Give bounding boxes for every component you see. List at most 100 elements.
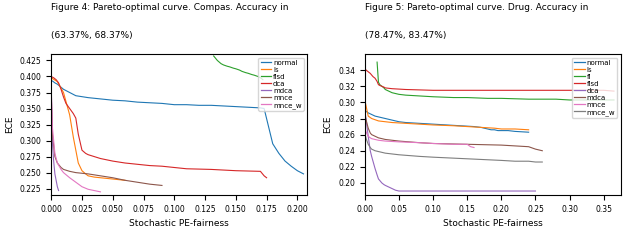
dca — [497, 190, 505, 192]
dca — [392, 189, 399, 192]
mnce_w — [54, 162, 61, 164]
mnce — [66, 170, 74, 173]
mnce_w — [57, 168, 65, 171]
dca — [463, 190, 471, 192]
mnce — [57, 166, 65, 169]
normal — [164, 103, 172, 106]
mnce_w — [84, 188, 92, 191]
dca — [362, 119, 370, 121]
dca — [381, 184, 389, 187]
flsd — [364, 70, 372, 73]
dca — [74, 133, 82, 136]
Line: mdca: mdca — [51, 86, 59, 191]
Text: Figure 4: Pareto-optimal curve. Compas. Accuracy in: Figure 4: Pareto-optimal curve. Compas. … — [51, 3, 289, 12]
mdca — [364, 127, 372, 129]
mnce — [51, 155, 59, 158]
Y-axis label: ECE: ECE — [5, 116, 14, 133]
Line: normal: normal — [365, 110, 529, 132]
dca — [72, 117, 79, 120]
ls — [429, 124, 437, 126]
fl — [497, 97, 505, 100]
fl — [450, 96, 458, 99]
dca — [60, 96, 67, 98]
normal — [470, 125, 478, 128]
fl — [610, 98, 618, 101]
mnce — [395, 141, 403, 143]
mnce_w — [497, 159, 505, 162]
mdca — [50, 160, 58, 162]
normal — [504, 129, 512, 132]
normal — [183, 103, 191, 106]
fl — [374, 81, 382, 84]
fl — [381, 88, 389, 91]
dca — [415, 190, 423, 192]
dca — [121, 162, 129, 164]
dca — [395, 190, 403, 192]
fl — [380, 86, 388, 89]
normal — [170, 103, 178, 106]
mnce_w — [361, 132, 369, 134]
ls — [97, 176, 104, 179]
dca — [158, 165, 166, 168]
mnce_w — [368, 148, 376, 151]
dca — [373, 173, 381, 176]
dca — [50, 76, 58, 79]
ls — [84, 174, 92, 177]
ls — [70, 136, 77, 139]
Line: flsd: flsd — [214, 56, 263, 80]
normal — [525, 131, 532, 134]
normal — [54, 83, 61, 86]
fl — [395, 93, 403, 96]
mdca — [371, 135, 379, 138]
dca — [109, 160, 116, 162]
ls — [511, 128, 519, 130]
flsd — [380, 86, 388, 89]
flsd — [259, 78, 267, 81]
Legend: normal, ls, flsd, dca, mdca, mnce, mnce_w: normal, ls, flsd, dca, mdca, mnce, mnce_… — [259, 58, 304, 111]
fl — [415, 94, 423, 97]
ls — [103, 177, 111, 180]
ls — [121, 179, 129, 182]
mdca — [54, 185, 61, 188]
mnce_w — [97, 190, 104, 193]
dca — [134, 163, 141, 166]
mdca — [532, 148, 540, 151]
Line: mnce_w: mnce_w — [51, 87, 100, 192]
Line: ls: ls — [51, 78, 125, 180]
Line: fl: fl — [377, 62, 614, 100]
fl — [402, 94, 410, 97]
flsd — [248, 73, 255, 76]
mnce — [450, 143, 458, 146]
dca — [66, 107, 74, 110]
dca — [260, 174, 268, 177]
mnce — [72, 171, 79, 174]
mdca — [368, 133, 376, 136]
dca — [47, 75, 55, 78]
mnce_w — [429, 156, 437, 159]
dca — [78, 149, 86, 152]
Line: normal: normal — [51, 81, 303, 174]
mnce_w — [395, 153, 403, 156]
normal — [481, 127, 488, 129]
flsd — [600, 89, 607, 92]
dca — [170, 166, 178, 169]
dca — [367, 149, 374, 152]
Line: mdca: mdca — [365, 114, 542, 151]
ls — [66, 114, 74, 116]
dca — [207, 168, 215, 171]
normal — [297, 171, 305, 174]
dca — [55, 82, 63, 84]
normal — [207, 104, 215, 107]
flsd — [566, 89, 573, 92]
normal — [371, 115, 379, 118]
ls — [491, 127, 499, 129]
mdca — [55, 189, 63, 192]
normal — [443, 124, 451, 126]
mnce_w — [463, 157, 471, 160]
flsd — [374, 83, 382, 86]
ls — [374, 120, 382, 122]
mdca — [51, 172, 59, 175]
X-axis label: Stochastic PE-fairness: Stochastic PE-fairness — [129, 219, 229, 228]
dca — [62, 102, 70, 105]
flsd — [532, 89, 540, 92]
